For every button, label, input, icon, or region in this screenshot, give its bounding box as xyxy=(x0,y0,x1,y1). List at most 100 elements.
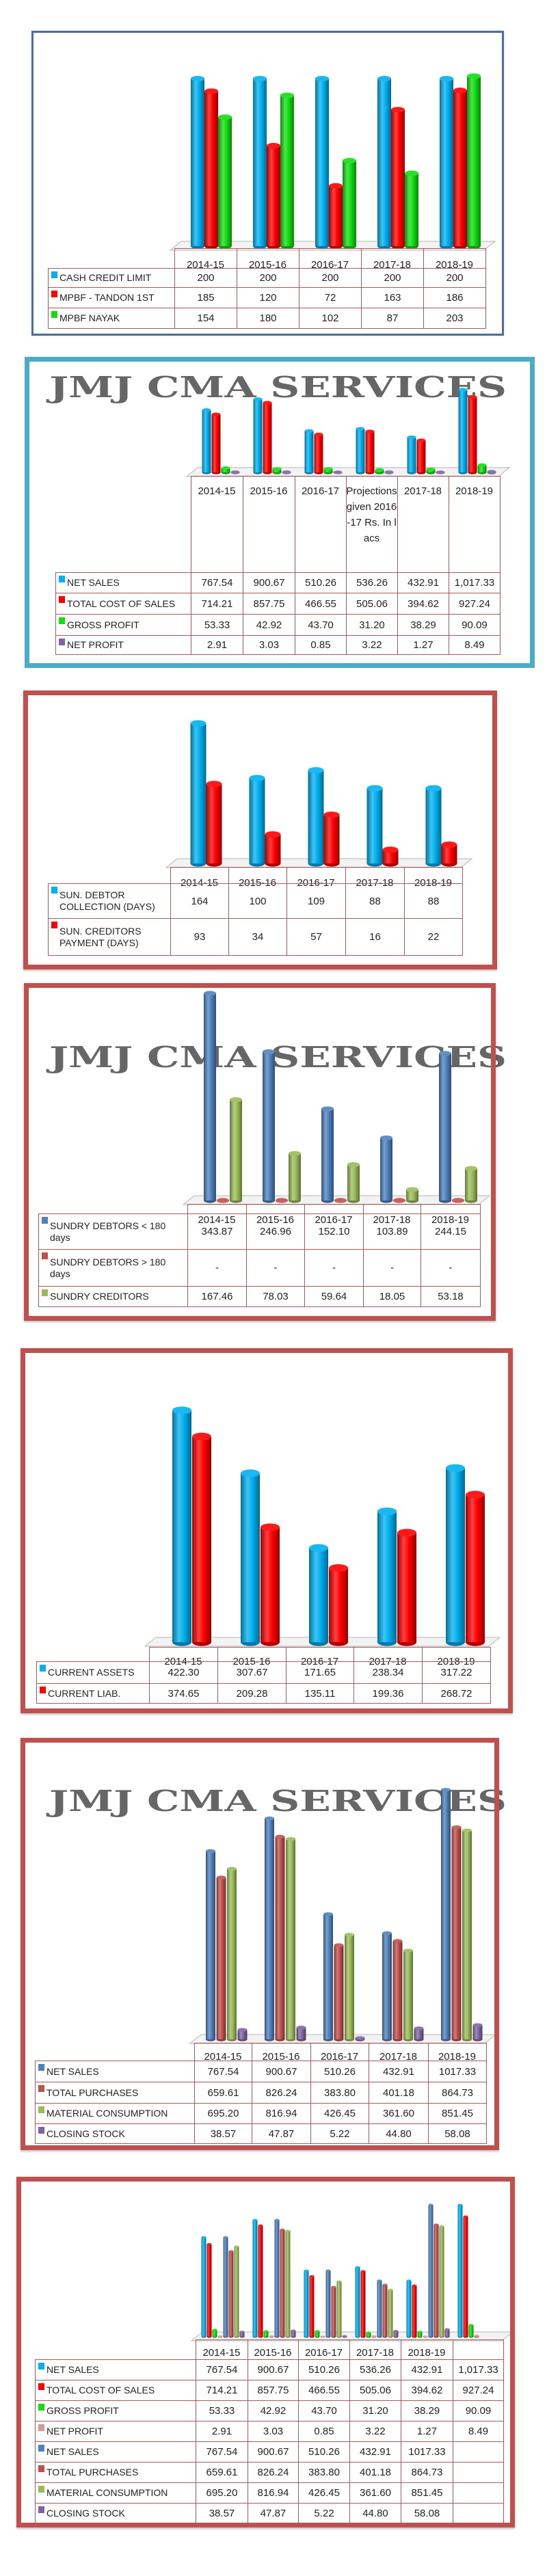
bar xyxy=(239,2331,245,2338)
bar xyxy=(272,467,282,474)
table-value-cell: 659.61 xyxy=(196,2462,248,2483)
table-value-cell: 426.45 xyxy=(298,2482,350,2504)
legend-swatch xyxy=(38,2085,44,2092)
bar xyxy=(285,2229,291,2338)
table-value-cell: 851.45 xyxy=(401,2482,453,2504)
bar xyxy=(356,427,365,474)
bar xyxy=(440,76,453,249)
category-label: 2016-17 xyxy=(310,259,349,271)
table-value-cell: 246.96 xyxy=(246,1213,305,1250)
bar xyxy=(191,76,204,249)
table-value-cell: 186 xyxy=(423,287,486,308)
bar xyxy=(391,107,405,249)
table-value-cell: 536.26 xyxy=(346,572,398,593)
legend-cell: NET SALES xyxy=(55,572,191,593)
table-value-cell: 88 xyxy=(345,883,405,919)
table-header-cell xyxy=(187,1204,247,1213)
legend-cell: NET SALES xyxy=(35,2061,195,2082)
legend-swatch xyxy=(38,2486,44,2493)
bar xyxy=(206,1849,215,2041)
category-label: 2017-18 xyxy=(373,1214,411,1226)
legend-swatch xyxy=(42,1217,48,1224)
bar xyxy=(382,846,399,867)
bar xyxy=(334,1198,347,1203)
table-value-cell: 505.06 xyxy=(346,593,398,615)
legend-cell: TOTAL COST OF SALES xyxy=(35,2380,196,2401)
table-value-cell: 1017.33 xyxy=(401,2441,453,2463)
category-label: Projections given 2016-17 Rs. In lacs xyxy=(346,485,397,544)
category-label: 2015-16 xyxy=(250,485,288,497)
legend-cell: GROSS PROFIT xyxy=(35,2400,196,2421)
table-value-cell: 857.75 xyxy=(243,593,295,615)
watermark-text: JMJ CMA SERVICES xyxy=(45,371,507,404)
bar xyxy=(274,2218,280,2338)
bar xyxy=(282,470,291,474)
table-value-cell: 767.54 xyxy=(194,2061,252,2082)
category-label: 2016-17 xyxy=(304,2347,343,2359)
bar xyxy=(253,76,267,249)
table-value-cell: 268.72 xyxy=(422,1683,491,1704)
table-value-cell: 3.03 xyxy=(243,635,295,655)
bar xyxy=(265,831,281,867)
bar xyxy=(211,412,221,474)
category-label: 2018-19 xyxy=(435,259,474,271)
bar xyxy=(269,2335,274,2338)
table-value-cell: 100 xyxy=(228,883,287,919)
table-value-cell: - xyxy=(304,1249,364,1287)
bar xyxy=(241,1469,260,1646)
table-value-cell: 78.03 xyxy=(246,1286,305,1307)
table-value-cell: 90.09 xyxy=(449,614,501,636)
legend-swatch xyxy=(51,922,57,928)
chart-panel xyxy=(25,357,535,668)
bar xyxy=(320,2335,325,2338)
table-header-cell xyxy=(449,476,501,572)
legend-swatch xyxy=(40,1687,46,1693)
table-header-cell xyxy=(363,1204,421,1213)
table-value-cell: 343.87 xyxy=(187,1213,247,1250)
category-label: 2014-15 xyxy=(186,259,225,271)
table-value-cell: 154 xyxy=(174,308,237,329)
table-value-cell: 38.29 xyxy=(401,2400,453,2421)
bar xyxy=(393,2330,399,2338)
bar xyxy=(217,1198,229,1203)
legend-cell: SUNDRY DEBTORS > 180 days xyxy=(38,1249,188,1287)
bar xyxy=(465,1166,477,1203)
bar xyxy=(436,470,445,474)
bar xyxy=(417,2331,423,2338)
bar xyxy=(405,170,418,249)
table-value-cell: 767.54 xyxy=(191,572,243,593)
table-value-cell xyxy=(453,2441,504,2463)
bar xyxy=(444,2328,450,2338)
table-value-cell: 238.34 xyxy=(353,1661,423,1684)
table-value-cell: 180 xyxy=(237,308,299,329)
table-value-cell: 927.24 xyxy=(449,593,501,615)
legend-label: NET SALES xyxy=(46,2446,99,2457)
table-value-cell: 22 xyxy=(404,918,463,956)
table-value-cell xyxy=(453,2482,504,2504)
bar xyxy=(466,1490,485,1646)
table-value-cell: 466.55 xyxy=(298,2380,350,2401)
table-value-cell: 5.22 xyxy=(310,2123,369,2144)
legend-cell: MATERIAL CONSUMPTION xyxy=(35,2103,195,2124)
bar xyxy=(190,720,206,867)
bar xyxy=(347,1162,360,1203)
table-value-cell: 317.22 xyxy=(422,1661,491,1684)
category-label: 2017-18 xyxy=(373,259,412,271)
bar xyxy=(382,1931,392,2041)
legend-label: SUN. DEBTOR COLLECTION (DAYS) xyxy=(59,889,155,912)
table-value-cell: 0.85 xyxy=(298,2421,350,2442)
legend-label: SUNDRY CREDITORS xyxy=(50,1291,149,1302)
legend-label: MPBF NAYAK xyxy=(59,312,120,323)
legend-label: SUN. CREDITORS PAYMENT (DAYS) xyxy=(59,925,142,948)
table-header-cell xyxy=(423,248,486,268)
bar xyxy=(397,1529,416,1646)
bar xyxy=(462,1828,472,2041)
table-value-cell: 422.30 xyxy=(149,1661,218,1684)
table-value-cell: 18.05 xyxy=(363,1286,421,1307)
category-label: 2014-15 xyxy=(204,2051,242,2063)
table-value-cell: 900.67 xyxy=(243,572,295,593)
table-value-cell: 102 xyxy=(299,308,362,329)
legend-label: CLOSING STOCK xyxy=(46,2508,125,2519)
table-value-cell: 864.73 xyxy=(428,2082,487,2104)
